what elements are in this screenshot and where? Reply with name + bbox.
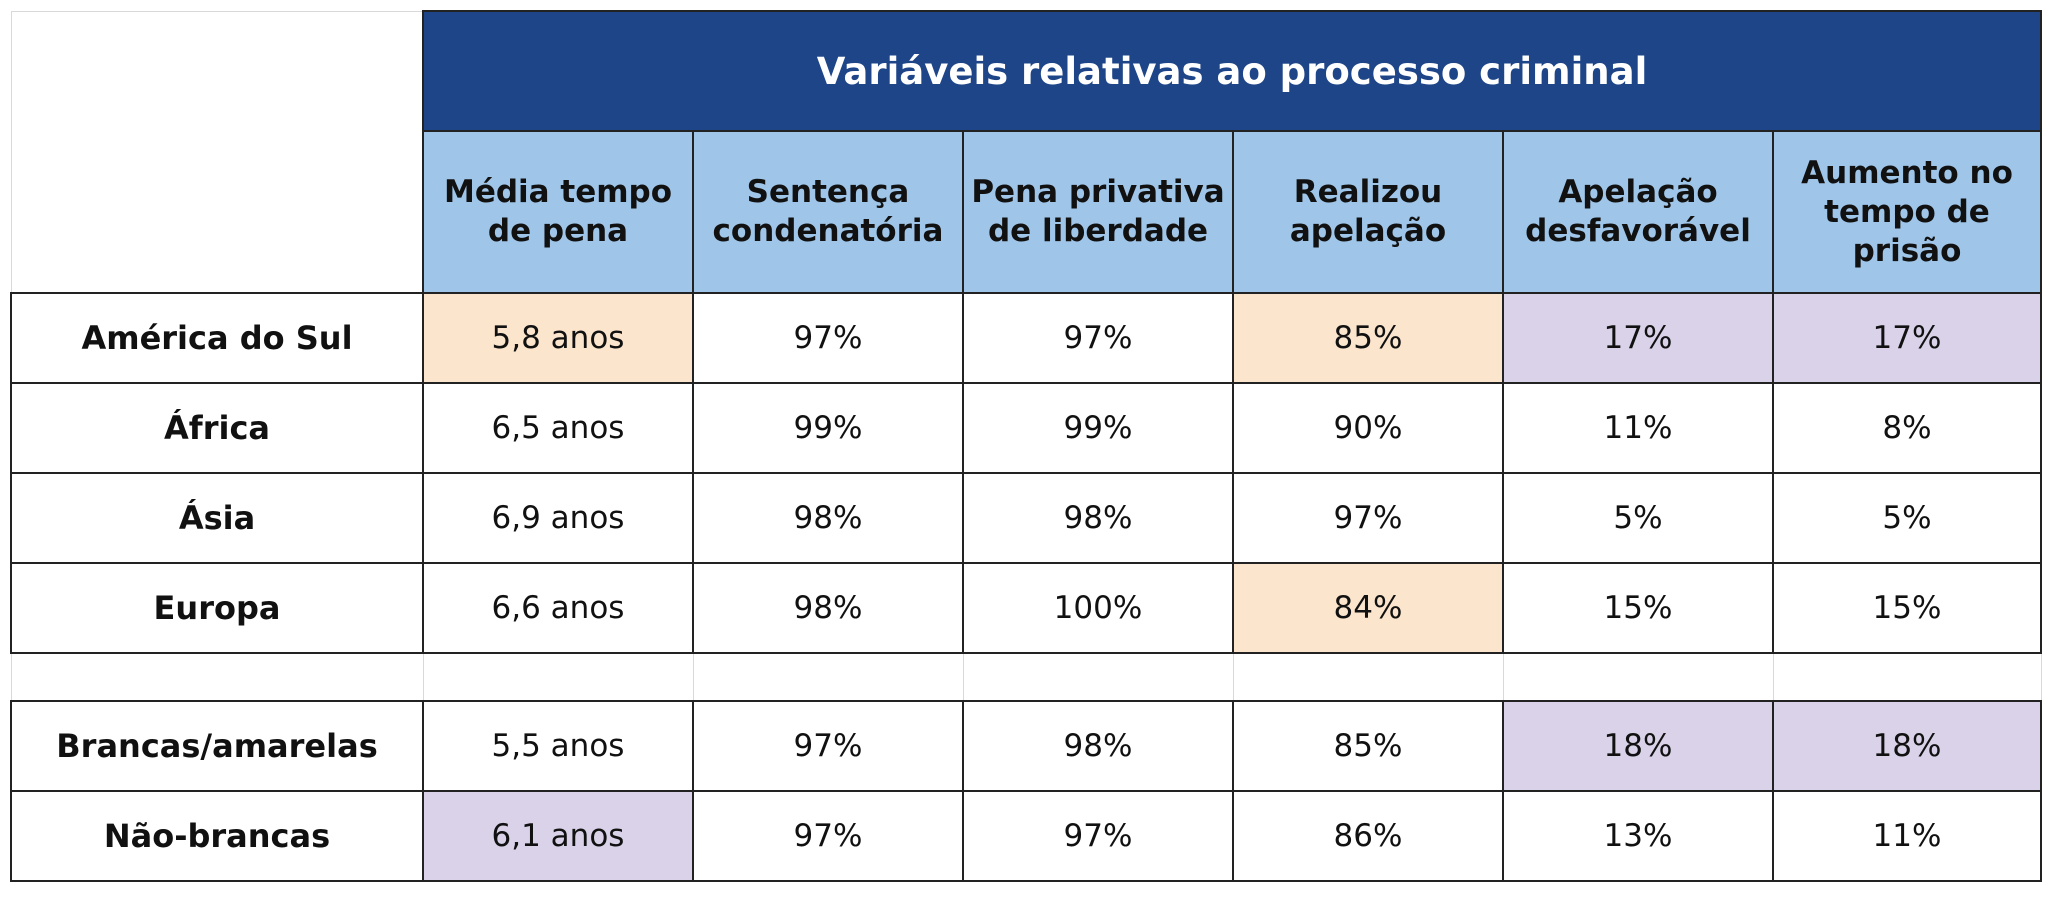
table-body: América do Sul 5,8 anos 97% 97% 85% 17% 17% Áfr…: [10, 292, 2043, 882]
table-row: Ásia 6,9 anos 98% 98% 97% 5% 5%: [10, 472, 2043, 564]
table-cell: 86%: [1232, 790, 1504, 882]
table-cell: 97%: [1232, 472, 1504, 564]
table-cell: 17%: [1771, 292, 2043, 384]
table-row: Não-brancas 6,1 anos 97% 97% 86% 13% 11%: [10, 790, 2043, 882]
table-cell: 99%: [692, 382, 964, 474]
table-row: Europa 6,6 anos 98% 100% 84% 15% 15%: [10, 562, 2043, 654]
separator-cell: [1772, 653, 2042, 701]
criminal-process-table: Variáveis relativas ao processo criminal…: [10, 10, 2043, 882]
column-header: Pena privativa de liberdade: [962, 130, 1234, 294]
table-cell: 13%: [1502, 790, 1774, 882]
separator-cell: [422, 653, 694, 701]
separator-cell: [10, 653, 424, 701]
table-cell: 5,5 anos: [422, 700, 694, 792]
row-label: Ásia: [10, 472, 424, 564]
separator-cell: [962, 653, 1234, 701]
table-cell: 98%: [962, 472, 1234, 564]
table-cell: 18%: [1771, 700, 2043, 792]
table-row: América do Sul 5,8 anos 97% 97% 85% 17% 17%: [10, 292, 2043, 384]
column-header: Sentença condenatória: [692, 130, 964, 294]
separator-cell: [1232, 653, 1504, 701]
table-cell: 6,1 anos: [422, 790, 694, 882]
table-cell: 85%: [1232, 292, 1504, 384]
separator-cell: [692, 653, 964, 701]
table-cell: 8%: [1771, 382, 2043, 474]
column-header: Aumento no tempo de prisão: [1771, 130, 2043, 294]
table-cell: 97%: [962, 790, 1234, 882]
table-cell: 6,9 anos: [422, 472, 694, 564]
separator-cell: [1502, 653, 1774, 701]
table-cell: 6,5 anos: [422, 382, 694, 474]
table-cell: 98%: [962, 700, 1234, 792]
table-cell: 17%: [1502, 292, 1774, 384]
column-header-row: Média tempo de pena Sentença condenatória…: [11, 130, 2043, 294]
table-cell: 5,8 anos: [422, 292, 694, 384]
table-cell: 5%: [1771, 472, 2043, 564]
column-header: Média tempo de pena: [422, 130, 694, 294]
table-corner: [10, 10, 424, 294]
column-header: Realizou apelação: [1232, 130, 1504, 294]
table-cell: 5%: [1502, 472, 1774, 564]
table-cell: 90%: [1232, 382, 1504, 474]
table-title: Variáveis relativas ao processo criminal: [421, 10, 2043, 132]
table-cell: 15%: [1502, 562, 1774, 654]
group-separator: [10, 653, 2042, 701]
row-label: África: [10, 382, 424, 474]
table-cell: 98%: [692, 472, 964, 564]
table-cell: 99%: [962, 382, 1234, 474]
table-row: Brancas/amarelas 5,5 anos 97% 98% 85% 18% 18%: [10, 700, 2043, 792]
row-label: Europa: [10, 562, 424, 654]
table-cell: 15%: [1771, 562, 2043, 654]
table-cell: 97%: [692, 292, 964, 384]
table-row: África 6,5 anos 99% 99% 90% 11% 8%: [10, 382, 2043, 474]
row-label: América do Sul: [10, 292, 424, 384]
table-cell: 97%: [962, 292, 1234, 384]
table-cell: 84%: [1232, 562, 1504, 654]
table-cell: 100%: [962, 562, 1234, 654]
column-header: Apelação desfavorável: [1502, 130, 1774, 294]
table-cell: 97%: [692, 700, 964, 792]
table-cell: 18%: [1502, 700, 1774, 792]
table-cell: 11%: [1771, 790, 2043, 882]
row-label: Não-brancas: [10, 790, 424, 882]
table-cell: 11%: [1502, 382, 1774, 474]
row-label: Brancas/amarelas: [10, 700, 424, 792]
table-cell: 97%: [692, 790, 964, 882]
table-cell: 6,6 anos: [422, 562, 694, 654]
table-cell: 85%: [1232, 700, 1504, 792]
table-cell: 98%: [692, 562, 964, 654]
